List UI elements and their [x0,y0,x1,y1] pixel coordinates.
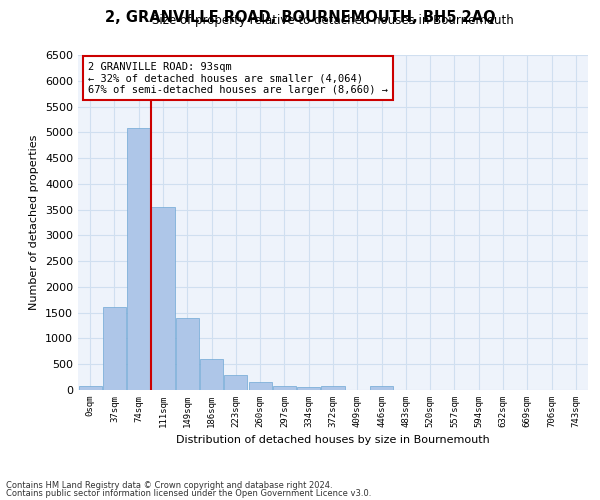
Text: Contains public sector information licensed under the Open Government Licence v3: Contains public sector information licen… [6,489,371,498]
X-axis label: Distribution of detached houses by size in Bournemouth: Distribution of detached houses by size … [176,436,490,446]
Bar [176,318,199,390]
Bar [151,206,175,390]
Bar [127,128,150,390]
Bar [200,359,223,390]
Bar [297,387,320,390]
Bar [322,386,344,390]
Bar [370,386,393,390]
Title: Size of property relative to detached houses in Bournemouth: Size of property relative to detached ho… [152,14,514,28]
Text: 2 GRANVILLE ROAD: 93sqm
← 32% of detached houses are smaller (4,064)
67% of semi: 2 GRANVILLE ROAD: 93sqm ← 32% of detache… [88,62,388,95]
Text: 2, GRANVILLE ROAD, BOURNEMOUTH, BH5 2AQ: 2, GRANVILLE ROAD, BOURNEMOUTH, BH5 2AQ [104,10,496,25]
Bar [224,374,247,390]
Y-axis label: Number of detached properties: Number of detached properties [29,135,40,310]
Bar [79,386,101,390]
Bar [273,386,296,390]
Bar [103,306,126,390]
Bar [248,382,272,390]
Text: Contains HM Land Registry data © Crown copyright and database right 2024.: Contains HM Land Registry data © Crown c… [6,480,332,490]
